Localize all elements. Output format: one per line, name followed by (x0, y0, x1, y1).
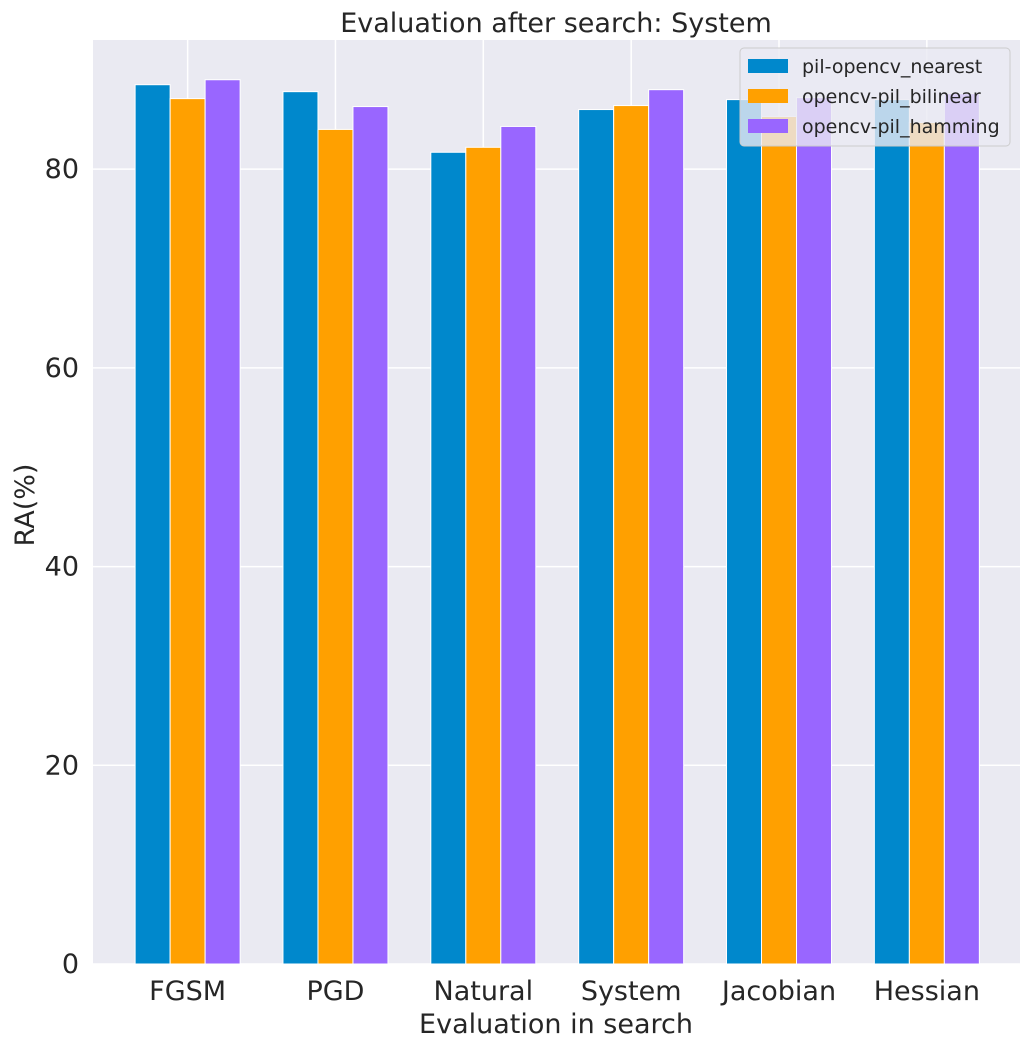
y-axis-label: RA(%) (10, 464, 41, 547)
bar-natural-opencv-pil-bilinear (465, 146, 502, 965)
x-tick-label: FGSM (149, 976, 226, 1007)
bar-fgsm-opencv-pil-bilinear (169, 98, 206, 965)
bar-jacobian-opencv-pil-hamming (796, 97, 833, 965)
plot-area (93, 40, 1020, 964)
legend-label: opencv-pil_hamming (802, 116, 1000, 138)
bar-hessian-opencv-pil-bilinear (908, 121, 945, 965)
chart-title: Evaluation after search: System (340, 8, 772, 39)
x-axis-label: Evaluation in search (419, 1009, 693, 1040)
x-tick-label: Jacobian (720, 976, 836, 1007)
bars (134, 79, 980, 965)
legend-swatch (748, 119, 788, 133)
legend-swatch (748, 89, 788, 103)
bar-hessian-opencv-pil-hamming (943, 93, 980, 965)
bar-pgd-opencv-pil-hamming (352, 106, 389, 965)
x-tick-label: Natural (434, 976, 534, 1007)
x-tick-labels: FGSM PGD Natural System Jacobian Hessian (149, 976, 980, 1007)
bar-jacobian-pil-opencv-nearest (726, 99, 763, 965)
y-tick-label: 40 (45, 552, 79, 583)
y-tick-label: 20 (45, 750, 79, 781)
bar-hessian-pil-opencv-nearest (873, 99, 910, 965)
bar-pgd-pil-opencv-nearest (282, 91, 319, 965)
bar-fgsm-opencv-pil-hamming (204, 79, 241, 965)
bar-fgsm-pil-opencv-nearest (134, 84, 171, 965)
legend-swatch (748, 59, 788, 73)
x-tick-label: Hessian (874, 976, 980, 1007)
bar-pgd-opencv-pil-bilinear (317, 128, 354, 965)
y-tick-label: 0 (62, 949, 79, 980)
legend: pil-opencv_nearest opencv-pil_bilinearope… (739, 47, 1011, 147)
x-tick-label: PGD (306, 976, 364, 1007)
bar-system-opencv-pil-bilinear (613, 105, 650, 965)
legend-box (739, 47, 1011, 147)
y-tick-label: 80 (45, 154, 79, 185)
bar-natural-opencv-pil-hamming (500, 125, 537, 965)
bar-jacobian-opencv-pil-bilinear (761, 116, 798, 965)
bar-system-opencv-pil-hamming (648, 89, 685, 965)
y-tick-label: 60 (45, 353, 79, 384)
legend-label: opencv-pil_bilinear (802, 86, 981, 108)
x-tick-label: System (581, 976, 682, 1007)
legend-label: pil-opencv_nearest (802, 56, 982, 78)
y-tick-labels: 0 20 40 60 80 (45, 154, 79, 980)
bar-system-pil-opencv-nearest (578, 109, 615, 965)
bar-natural-pil-opencv-nearest (430, 151, 467, 965)
